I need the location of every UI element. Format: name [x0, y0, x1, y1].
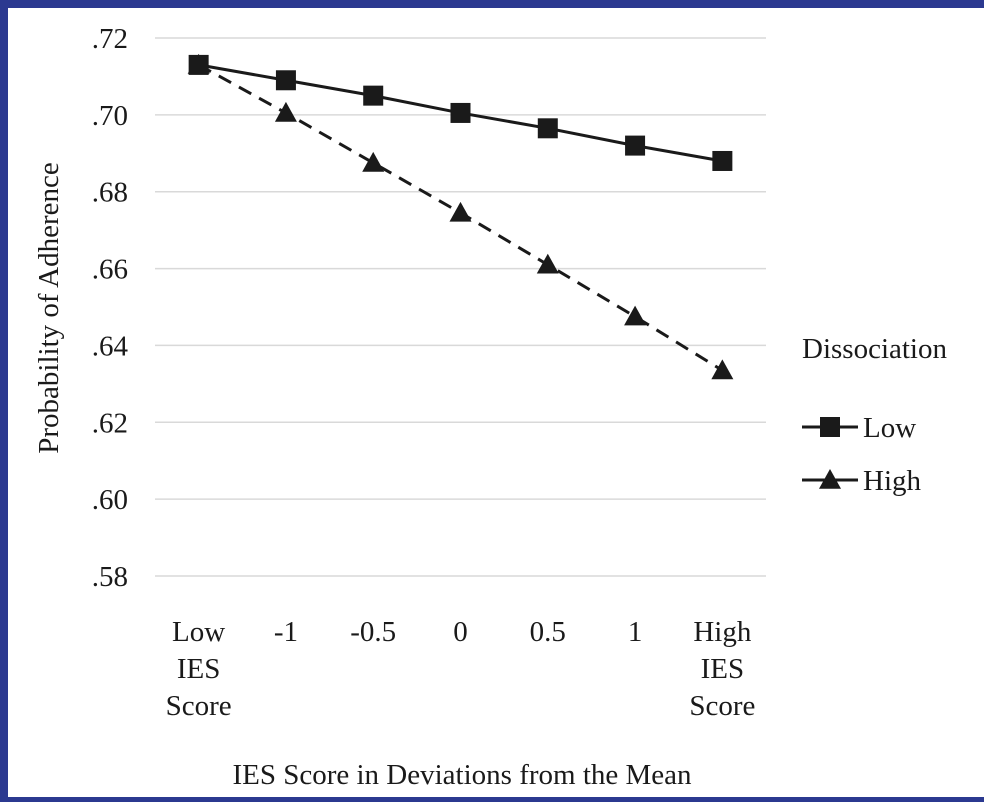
legend-entry-high: High [802, 465, 922, 497]
data-point-high [536, 253, 559, 274]
x-axis-label: IES Score in Deviations from the Mean [232, 759, 692, 791]
data-point-high [711, 359, 734, 380]
data-point-low [363, 85, 384, 106]
x-tick-label: 0 [453, 616, 468, 648]
data-point-low [625, 135, 646, 156]
data-point-low [188, 54, 209, 75]
y-tick-labels: .58 .60 .62 .64 .66 .68 .70 .72 [92, 23, 129, 593]
x-tick-label: High [693, 616, 752, 648]
y-tick-label: .72 [92, 23, 128, 55]
series-high [187, 53, 734, 380]
x-tick-label: -1 [274, 616, 298, 648]
data-point-low [712, 150, 733, 171]
x-tick-label: -0.5 [350, 616, 396, 648]
y-tick-label: .66 [92, 254, 128, 286]
legend: Dissociation Low High [802, 333, 947, 497]
x-tick-label: 1 [628, 616, 643, 648]
legend-title: Dissociation [802, 333, 947, 365]
y-tick-label: .62 [92, 407, 128, 439]
data-point-high [624, 305, 647, 326]
gridlines [155, 37, 766, 577]
data-point-high [362, 151, 385, 172]
data-point-low [450, 102, 471, 123]
x-tick-label: IES [701, 653, 745, 685]
data-point-low [537, 118, 558, 139]
x-tick-label: Low [172, 616, 225, 648]
y-tick-label: .70 [92, 100, 128, 132]
data-point-high [274, 101, 297, 122]
y-tick-label: .60 [92, 484, 128, 516]
legend-entry-low: Low [802, 412, 916, 444]
series-group [187, 53, 734, 380]
data-point-low [275, 70, 296, 91]
legend-marker-triangle [819, 469, 841, 489]
x-tick-label: 0.5 [530, 616, 566, 648]
legend-label: Low [863, 412, 916, 444]
data-point-high [449, 201, 472, 222]
y-tick-label: .58 [92, 561, 128, 593]
y-tick-label: .64 [92, 330, 129, 362]
y-tick-label: .68 [92, 177, 128, 209]
x-tick-labels: Low IES Score -1 -0.5 0 0.5 1 High IES Score [166, 616, 756, 722]
x-tick-label: IES [177, 653, 221, 685]
legend-label: High [863, 465, 922, 497]
series-low [188, 54, 733, 171]
y-axis-label: Probability of Adherence [33, 162, 65, 454]
x-tick-label: Score [166, 690, 232, 722]
x-tick-label: Score [689, 690, 755, 722]
legend-marker-square [820, 417, 840, 437]
